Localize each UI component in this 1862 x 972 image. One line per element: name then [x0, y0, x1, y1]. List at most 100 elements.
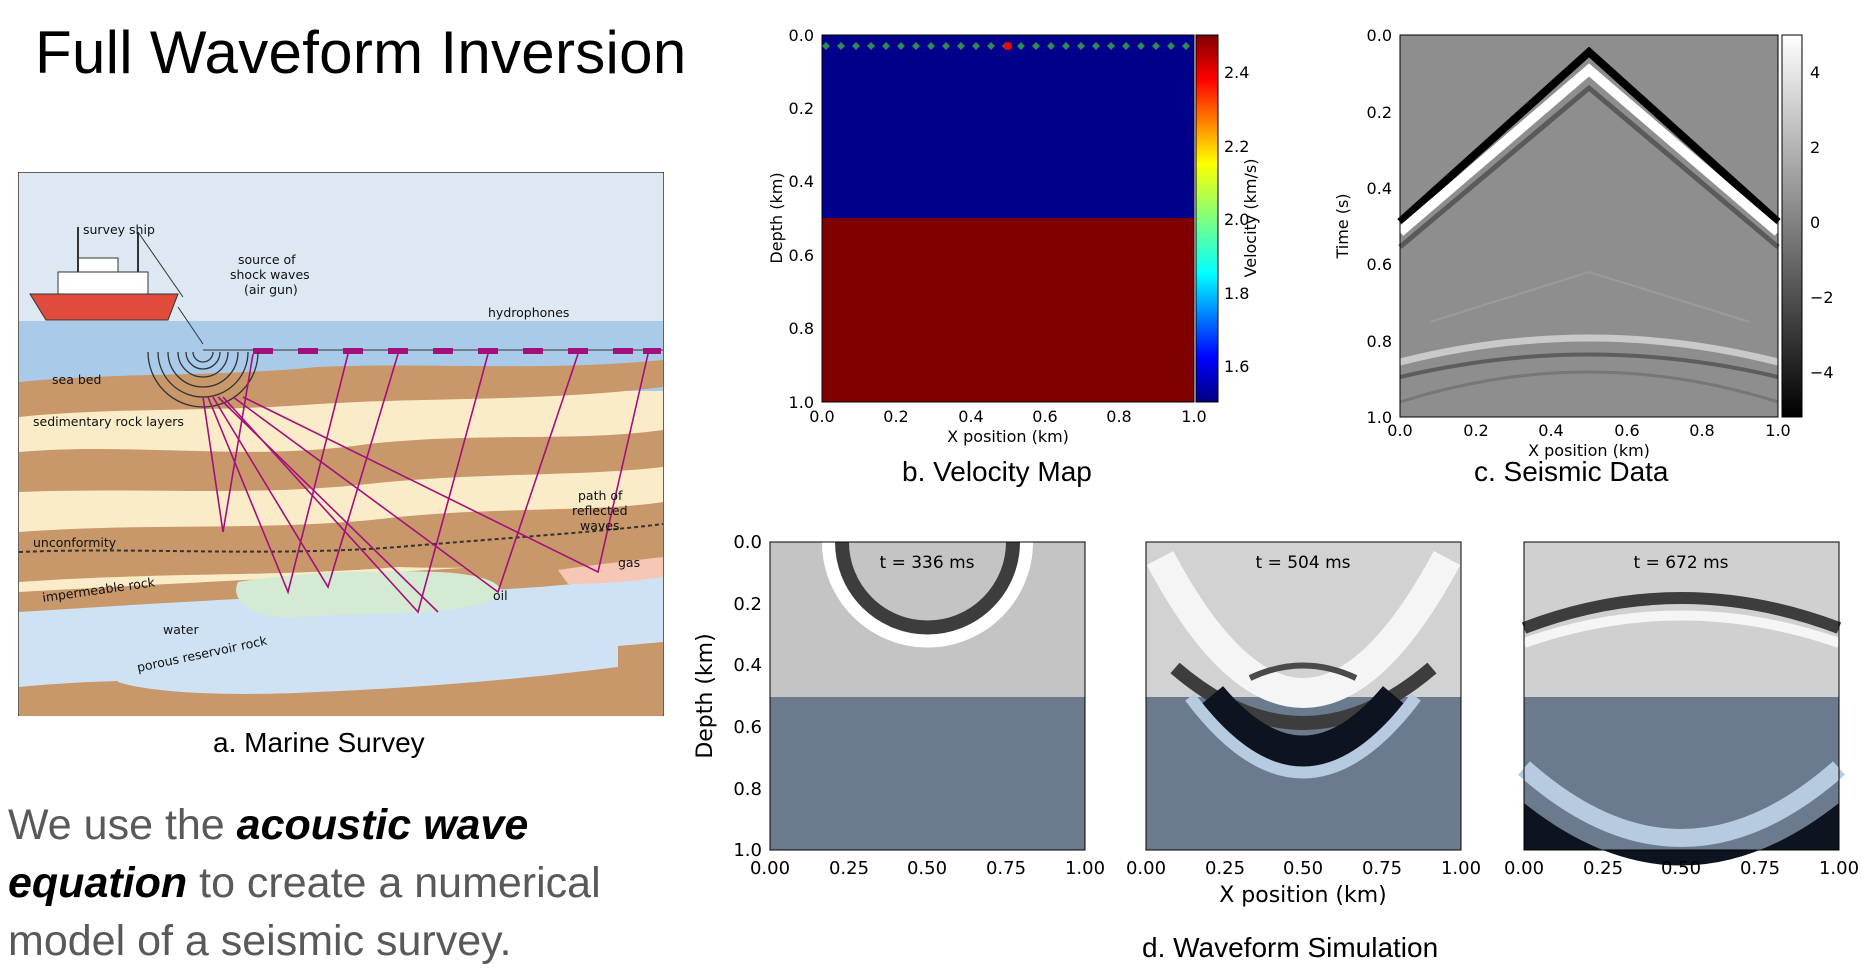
seismic-colorbar-ticks: 4 2 0 −2 −4 [1810, 63, 1834, 382]
caption-marine-survey: a. Marine Survey [213, 727, 425, 758]
x-tick: 0.75 [986, 858, 1026, 879]
snapshot-time-1: t = 336 ms [880, 553, 975, 573]
label-source-1: source of [238, 252, 296, 267]
y-tick: 0.0 [789, 26, 814, 45]
x-tick: 1.0 [1765, 421, 1790, 440]
waveform-x-label: X position (km) [1219, 883, 1387, 908]
y-tick: 0.6 [733, 717, 762, 738]
cbar-tick: −4 [1810, 363, 1834, 382]
x-tick: 1.00 [1065, 858, 1105, 879]
y-tick: 1.0 [789, 393, 814, 412]
survey-ship [29, 227, 184, 321]
y-tick: 0.2 [789, 99, 814, 118]
label-hydrophones: hydrophones [488, 305, 569, 320]
y-tick: 0.6 [789, 246, 814, 265]
x-tick: 0.8 [1106, 407, 1131, 426]
snapshot-3: t = 672 ms [1518, 541, 1845, 866]
snapshot-1: t = 336 ms [769, 541, 1086, 851]
waveform-x-ticks-3: 0.00 0.25 0.50 0.75 1.00 [1504, 858, 1859, 879]
hydrophone-array [253, 348, 661, 354]
x-tick: 1.0 [1181, 407, 1206, 426]
waveform-x-ticks-2: 0.00 0.25 0.50 0.75 1.00 [1126, 858, 1481, 879]
y-tick: 0.8 [789, 319, 814, 338]
x-tick: 0.8 [1689, 421, 1714, 440]
cbar-tick: 0 [1810, 213, 1820, 232]
waveform-y-label: Depth (km) [693, 633, 718, 758]
label-path-2: reflected [572, 503, 628, 518]
label-path-3: waves [580, 518, 619, 533]
x-tick: 1.00 [1819, 858, 1859, 879]
waveform-simulation-panels: t = 336 ms t = 504 ms t = 672 ms 0.0 0.2… [693, 532, 1859, 908]
seismic-wavefronts [1396, 46, 1782, 404]
velocity-y-ticks: 0.0 0.2 0.4 0.6 0.8 1.0 [789, 26, 814, 412]
cbar-tick: 4 [1810, 63, 1820, 82]
cbar-tick: 2.0 [1224, 210, 1249, 229]
label-path-1: path of [578, 488, 623, 503]
label-sea-bed: sea bed [52, 372, 101, 387]
y-tick: 0.6 [1367, 255, 1392, 274]
label-unconformity: unconformity [33, 535, 117, 550]
seismic-x-label: X position (km) [1528, 441, 1650, 460]
x-tick: 0.2 [883, 407, 908, 426]
label-water: water [163, 622, 199, 637]
seismic-image [1400, 35, 1778, 417]
caption-velocity-map: b. Velocity Map [902, 456, 1092, 487]
caption-waveform-simulation: d. Waveform Simulation [1142, 932, 1439, 963]
y-tick: 0.2 [733, 594, 762, 615]
y-tick: 0.4 [1367, 179, 1392, 198]
x-tick: 0.25 [829, 858, 869, 879]
x-tick: 0.25 [1205, 858, 1245, 879]
page-title: Full Waveform Inversion [35, 19, 687, 86]
x-tick: 0.4 [958, 407, 983, 426]
x-tick: 0.4 [1538, 421, 1563, 440]
intro-post: to create a numerical model of a seismic… [8, 859, 601, 965]
seismic-y-label: Time (s) [1333, 193, 1352, 259]
x-tick: 0.0 [1387, 421, 1412, 440]
cbar-tick: 2.4 [1224, 63, 1249, 82]
cbar-tick: 2 [1810, 138, 1820, 157]
intro-text: We use the acoustic wave equation to cre… [8, 796, 698, 970]
y-tick: 0.4 [789, 172, 814, 191]
label-sedimentary-rock: sedimentary rock layers [33, 414, 184, 429]
caption-seismic-data: c. Seismic Data [1474, 456, 1669, 487]
x-tick: 0.6 [1614, 421, 1639, 440]
label-source-2: shock waves [230, 267, 310, 282]
x-tick: 1.00 [1441, 858, 1481, 879]
snapshot-time-3: t = 672 ms [1634, 553, 1729, 573]
colorbar-ticks: 2.4 2.2 2.0 1.8 1.6 [1224, 63, 1249, 376]
marine-survey-illustration: survey ship source of shock waves (air g… [18, 172, 664, 716]
seismic-y-ticks: 0.0 0.2 0.4 0.6 0.8 1.0 [1367, 26, 1392, 427]
velocity-x-label: X position (km) [947, 427, 1069, 446]
velocity-y-label: Depth (km) [767, 172, 786, 263]
seismic-data-chart: 0.0 0.2 0.4 0.6 0.8 1.0 0.0 0.2 0.4 0.6 … [1333, 26, 1834, 460]
x-tick: 0.50 [907, 858, 947, 879]
seismic-colorbar [1781, 34, 1803, 418]
x-tick: 0.6 [1032, 407, 1057, 426]
x-tick: 0.50 [1283, 858, 1323, 879]
label-gas: gas [618, 555, 640, 570]
source-marker [1004, 42, 1012, 50]
label-oil: oil [493, 588, 508, 603]
seismic-x-ticks: 0.0 0.2 0.4 0.6 0.8 1.0 [1387, 421, 1790, 440]
x-tick: 0.75 [1740, 858, 1780, 879]
y-tick: 0.0 [1367, 26, 1392, 45]
velocity-colorbar [1195, 34, 1219, 403]
x-tick: 0.00 [1504, 858, 1544, 879]
waveform-y-ticks: 0.0 0.2 0.4 0.6 0.8 1.0 [733, 532, 762, 861]
cbar-tick: 1.6 [1224, 357, 1249, 376]
x-tick: 0.25 [1583, 858, 1623, 879]
label-source-3: (air gun) [244, 282, 298, 297]
label-survey-ship: survey ship [83, 222, 155, 237]
upper-velocity-layer [822, 35, 1194, 218]
y-tick: 0.8 [733, 779, 762, 800]
colorbar-label: Velocity (km/s) [1241, 159, 1260, 278]
x-tick: 0.00 [750, 858, 790, 879]
x-tick: 0.75 [1362, 858, 1402, 879]
x-tick: 0.0 [809, 407, 834, 426]
cbar-tick: 1.8 [1224, 284, 1249, 303]
intro-emphasis: acoustic wave equation [8, 801, 529, 907]
y-tick: 0.2 [1367, 103, 1392, 122]
x-tick: 0.50 [1661, 858, 1701, 879]
y-tick: 1.0 [1367, 408, 1392, 427]
waveform-x-ticks-1: 0.00 0.25 0.50 0.75 1.00 [750, 858, 1105, 879]
